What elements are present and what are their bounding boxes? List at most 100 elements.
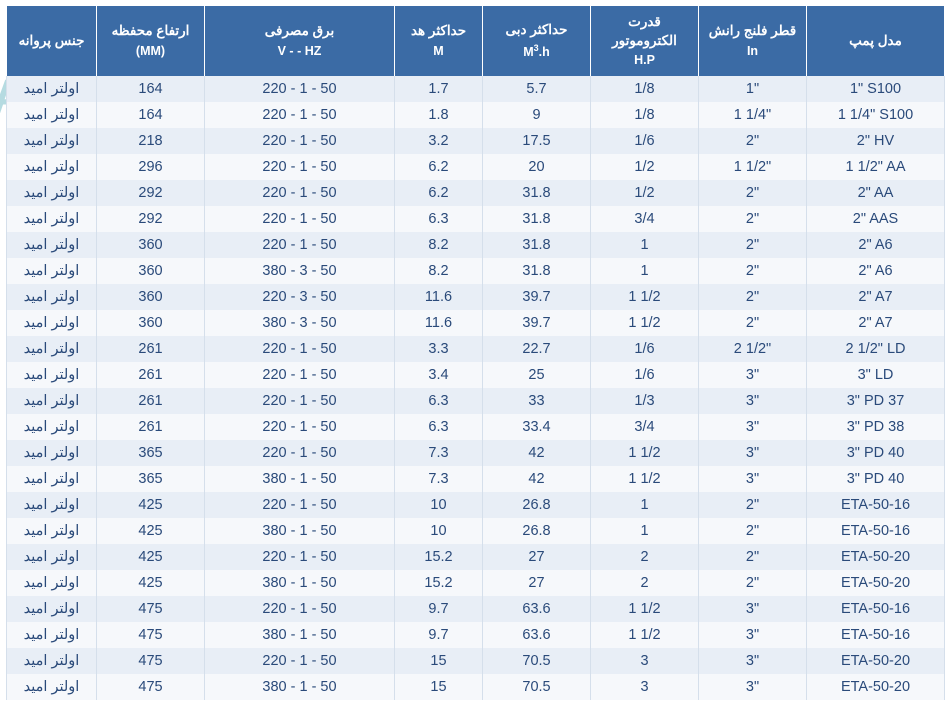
cell-motor_hp: 1 bbox=[591, 232, 699, 258]
table-row: اولتر امید475380 - 1 - 509.763.61 1/23"E… bbox=[7, 622, 945, 648]
cell-max_flow: 31.8 bbox=[483, 206, 591, 232]
cell-impeller: اولتر امید bbox=[7, 414, 97, 440]
cell-power_v: 220 - 1 - 50 bbox=[205, 206, 395, 232]
cell-impeller: اولتر امید bbox=[7, 362, 97, 388]
pump-spec-table: جنس پروانهارتفاع محفظه(MM)برق مصرفیV - -… bbox=[6, 6, 945, 700]
cell-height: 261 bbox=[97, 336, 205, 362]
cell-height: 365 bbox=[97, 440, 205, 466]
col-header-subtitle: In bbox=[703, 43, 802, 60]
cell-max_head: 6.2 bbox=[395, 154, 483, 180]
cell-model: 3" PD 37 bbox=[807, 388, 945, 414]
cell-max_flow: 42 bbox=[483, 466, 591, 492]
cell-model: 2" A6 bbox=[807, 232, 945, 258]
cell-model: ETA-50-16 bbox=[807, 596, 945, 622]
cell-height: 164 bbox=[97, 102, 205, 128]
col-header-max_flow: حداکثر دبیM3.h bbox=[483, 6, 591, 76]
col-header-title: ارتفاع محفظه bbox=[112, 23, 190, 38]
table-row: اولتر امید261220 - 1 - 506.3331/33"3" PD… bbox=[7, 388, 945, 414]
cell-power_v: 220 - 1 - 50 bbox=[205, 414, 395, 440]
cell-max_head: 9.7 bbox=[395, 622, 483, 648]
cell-height: 475 bbox=[97, 648, 205, 674]
col-header-title: قطر فلنج رانش bbox=[709, 23, 796, 38]
cell-height: 475 bbox=[97, 596, 205, 622]
cell-power_v: 220 - 1 - 50 bbox=[205, 232, 395, 258]
cell-impeller: اولتر امید bbox=[7, 570, 97, 596]
cell-max_head: 6.2 bbox=[395, 180, 483, 206]
col-header-title: قدرتالکتروموتور bbox=[612, 14, 677, 47]
cell-flange: 2" bbox=[699, 180, 807, 206]
table-row: اولتر امید475380 - 1 - 501570.533"ETA-50… bbox=[7, 674, 945, 700]
cell-motor_hp: 1 1/2 bbox=[591, 440, 699, 466]
cell-max_head: 15.2 bbox=[395, 544, 483, 570]
cell-power_v: 220 - 1 - 50 bbox=[205, 336, 395, 362]
cell-impeller: اولتر امید bbox=[7, 232, 97, 258]
col-header-subtitle: (MM) bbox=[101, 43, 200, 60]
cell-flange: 2" bbox=[699, 492, 807, 518]
cell-height: 475 bbox=[97, 622, 205, 648]
cell-power_v: 220 - 3 - 50 bbox=[205, 284, 395, 310]
cell-height: 292 bbox=[97, 180, 205, 206]
table-header-row: جنس پروانهارتفاع محفظه(MM)برق مصرفیV - -… bbox=[7, 6, 945, 76]
cell-height: 425 bbox=[97, 492, 205, 518]
cell-model: 3" PD 38 bbox=[807, 414, 945, 440]
cell-motor_hp: 2 bbox=[591, 570, 699, 596]
cell-flange: 3" bbox=[699, 674, 807, 700]
cell-height: 261 bbox=[97, 414, 205, 440]
cell-impeller: اولتر امید bbox=[7, 388, 97, 414]
cell-impeller: اولتر امید bbox=[7, 310, 97, 336]
cell-max_head: 3.2 bbox=[395, 128, 483, 154]
cell-motor_hp: 3 bbox=[591, 648, 699, 674]
cell-motor_hp: 1 1/2 bbox=[591, 466, 699, 492]
table-row: اولتر امید218220 - 1 - 503.217.51/62"2" … bbox=[7, 128, 945, 154]
cell-max_head: 1.7 bbox=[395, 76, 483, 102]
cell-motor_hp: 1 bbox=[591, 492, 699, 518]
cell-model: ETA-50-20 bbox=[807, 648, 945, 674]
cell-flange: 3" bbox=[699, 622, 807, 648]
cell-flange: 2" bbox=[699, 310, 807, 336]
cell-flange: 2" bbox=[699, 544, 807, 570]
cell-max_flow: 31.8 bbox=[483, 232, 591, 258]
cell-max_head: 11.6 bbox=[395, 310, 483, 336]
cell-height: 425 bbox=[97, 570, 205, 596]
cell-max_head: 8.2 bbox=[395, 258, 483, 284]
cell-height: 218 bbox=[97, 128, 205, 154]
cell-flange: 3" bbox=[699, 648, 807, 674]
cell-power_v: 220 - 1 - 50 bbox=[205, 596, 395, 622]
cell-flange: 2" bbox=[699, 258, 807, 284]
cell-power_v: 220 - 1 - 50 bbox=[205, 440, 395, 466]
cell-flange: 1" bbox=[699, 76, 807, 102]
cell-max_head: 15.2 bbox=[395, 570, 483, 596]
cell-power_v: 220 - 1 - 50 bbox=[205, 492, 395, 518]
cell-max_flow: 22.7 bbox=[483, 336, 591, 362]
cell-impeller: اولتر امید bbox=[7, 596, 97, 622]
cell-max_flow: 31.8 bbox=[483, 180, 591, 206]
cell-motor_hp: 3/4 bbox=[591, 414, 699, 440]
cell-model: 3" LD bbox=[807, 362, 945, 388]
cell-motor_hp: 1/6 bbox=[591, 362, 699, 388]
cell-model: ETA-50-16 bbox=[807, 492, 945, 518]
table-row: اولتر امید261220 - 1 - 506.333.43/43"3" … bbox=[7, 414, 945, 440]
cell-power_v: 220 - 1 - 50 bbox=[205, 544, 395, 570]
cell-model: ETA-50-16 bbox=[807, 518, 945, 544]
cell-max_flow: 27 bbox=[483, 544, 591, 570]
cell-model: 1" S100 bbox=[807, 76, 945, 102]
table-row: اولتر امید475220 - 1 - 501570.533"ETA-50… bbox=[7, 648, 945, 674]
cell-model: 2" A7 bbox=[807, 284, 945, 310]
cell-max_flow: 70.5 bbox=[483, 674, 591, 700]
table-row: اولتر امید365220 - 1 - 507.3421 1/23"3" … bbox=[7, 440, 945, 466]
table-row: اولتر امید261220 - 1 - 503.4251/63"3" LD bbox=[7, 362, 945, 388]
cell-power_v: 380 - 1 - 50 bbox=[205, 622, 395, 648]
table-row: اولتر امید365380 - 1 - 507.3421 1/23"3" … bbox=[7, 466, 945, 492]
cell-max_flow: 42 bbox=[483, 440, 591, 466]
cell-motor_hp: 1 1/2 bbox=[591, 622, 699, 648]
cell-motor_hp: 1 1/2 bbox=[591, 310, 699, 336]
cell-max_flow: 26.8 bbox=[483, 518, 591, 544]
table-row: اولتر امید296220 - 1 - 506.2201/21 1/2"1… bbox=[7, 154, 945, 180]
cell-max_flow: 5.7 bbox=[483, 76, 591, 102]
cell-max_flow: 26.8 bbox=[483, 492, 591, 518]
cell-impeller: اولتر امید bbox=[7, 648, 97, 674]
col-header-motor_hp: قدرتالکتروموتورH.P bbox=[591, 6, 699, 76]
cell-power_v: 220 - 1 - 50 bbox=[205, 128, 395, 154]
cell-power_v: 220 - 1 - 50 bbox=[205, 388, 395, 414]
table-row: اولتر امید164220 - 1 - 501.75.71/81"1" S… bbox=[7, 76, 945, 102]
